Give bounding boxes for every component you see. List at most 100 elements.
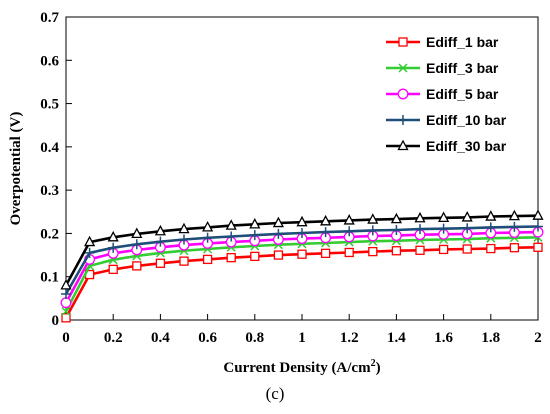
data-point-marker: [462, 244, 472, 254]
data-point-marker: [533, 242, 543, 252]
y-tick-label: 0.5: [40, 97, 59, 113]
legend-marker: [397, 88, 409, 100]
data-point-marker: [415, 245, 425, 255]
data-point-marker: [273, 250, 284, 260]
data-point-marker: [179, 234, 189, 245]
y-tick-label: 0.6: [40, 53, 59, 69]
data-point-marker: [178, 222, 190, 234]
data-point-marker: [296, 215, 308, 227]
x-axis-title: Current Density (A/cm2): [223, 358, 380, 376]
data-point-marker: [226, 253, 236, 263]
x-axis-title-main: Current Density (A/cm: [223, 360, 371, 376]
data-point-marker: [320, 227, 331, 238]
data-point-marker: [107, 230, 119, 242]
legend: Ediff_1 bar Ediff_3 bar Ediff_5 bar Ediff_1…: [386, 34, 507, 154]
x-tick-label: 0.2: [104, 330, 123, 346]
data-point-marker: [249, 217, 261, 229]
series-4: [61, 221, 543, 300]
x-tick-label: 1.6: [434, 330, 453, 346]
data-point-marker: [108, 264, 118, 275]
legend-label: Ediff_30 bar: [426, 138, 507, 154]
data-point-marker: [486, 243, 496, 254]
legend-marker: [398, 115, 408, 125]
legend-marker: [398, 63, 408, 73]
data-point-marker: [179, 256, 189, 266]
data-point-marker: [61, 289, 71, 300]
x-tick-label: 0.6: [198, 330, 217, 346]
data-point-marker: [438, 223, 449, 234]
data-point-marker: [344, 226, 355, 237]
data-point-marker: [462, 223, 473, 234]
data-point-marker: [461, 211, 473, 222]
data-point-marker: [108, 242, 119, 253]
data-point-marker: [485, 222, 496, 233]
data-point-marker: [320, 248, 331, 258]
data-point-marker: [154, 224, 166, 236]
data-point-marker: [132, 261, 142, 271]
x-tick-label: 2: [534, 330, 542, 346]
data-point-marker: [532, 209, 544, 220]
legend-item: Ediff_1 bar: [386, 34, 499, 50]
data-point-marker: [509, 221, 520, 232]
data-point-marker: [297, 227, 307, 238]
data-point-marker: [273, 228, 284, 239]
x-tick-label: 1.8: [481, 330, 500, 346]
data-point-marker: [508, 209, 520, 221]
legend-marker: [398, 37, 408, 47]
x-tick-label: 1.4: [387, 330, 406, 346]
data-point-marker: [202, 220, 214, 232]
data-point-marker: [202, 232, 213, 243]
data-point-marker: [297, 249, 307, 259]
series-3: [60, 226, 544, 309]
data-point-marker: [226, 231, 237, 242]
y-tick-label: 0.7: [40, 10, 59, 26]
data-point-marker: [391, 224, 402, 235]
y-axis-title: Overpotential (V): [8, 112, 24, 226]
data-point-marker: [250, 251, 260, 262]
legend-item: Ediff_5 bar: [386, 86, 499, 102]
data-point-marker: [533, 221, 543, 232]
data-point-marker: [60, 297, 72, 309]
figure-caption: (c): [265, 384, 285, 403]
y-tick-label: 0: [52, 313, 60, 329]
legend-label: Ediff_1 bar: [426, 34, 499, 50]
legend-label: Ediff_10 bar: [426, 112, 507, 128]
data-point-marker: [131, 227, 143, 239]
data-point-marker: [391, 246, 402, 256]
x-axis-title-superscript: 2: [371, 358, 376, 369]
data-point-marker: [272, 216, 284, 228]
data-point-marker: [414, 211, 426, 223]
legend-item: Ediff_30 bar: [386, 138, 507, 154]
data-point-marker: [438, 211, 450, 222]
data-point-marker: [155, 258, 166, 268]
data-point-marker: [415, 224, 425, 235]
data-point-marker: [390, 212, 402, 224]
data-point-marker: [60, 278, 72, 290]
y-tick-label: 0.4: [40, 140, 59, 156]
data-point-marker: [438, 244, 449, 255]
data-point-marker: [320, 214, 332, 226]
data-point-marker: [61, 313, 71, 323]
data-point-marker: [368, 246, 378, 257]
x-tick-label: 1: [298, 330, 306, 346]
x-axis-title-end: ): [376, 360, 381, 376]
data-point-marker: [344, 247, 354, 258]
x-tick-label: 0: [62, 330, 70, 346]
y-tick-label: 0.2: [40, 226, 59, 242]
data-point-marker: [61, 306, 71, 316]
data-point-marker: [367, 213, 379, 224]
legend-item: Ediff_10 bar: [386, 112, 507, 128]
data-point-marker: [509, 243, 520, 253]
data-point-marker: [84, 235, 96, 247]
legend-marker: [397, 139, 409, 151]
x-tick-label: 1.2: [340, 330, 359, 346]
legend-label: Ediff_5 bar: [426, 86, 499, 102]
data-point-marker: [249, 230, 260, 241]
data-point-marker: [131, 239, 142, 250]
series-5: [60, 209, 544, 290]
y-tick-label: 0.3: [40, 183, 59, 199]
data-point-marker: [155, 236, 166, 247]
x-tick-label: 0.4: [151, 330, 170, 346]
legend-item: Ediff_3 bar: [386, 60, 499, 76]
